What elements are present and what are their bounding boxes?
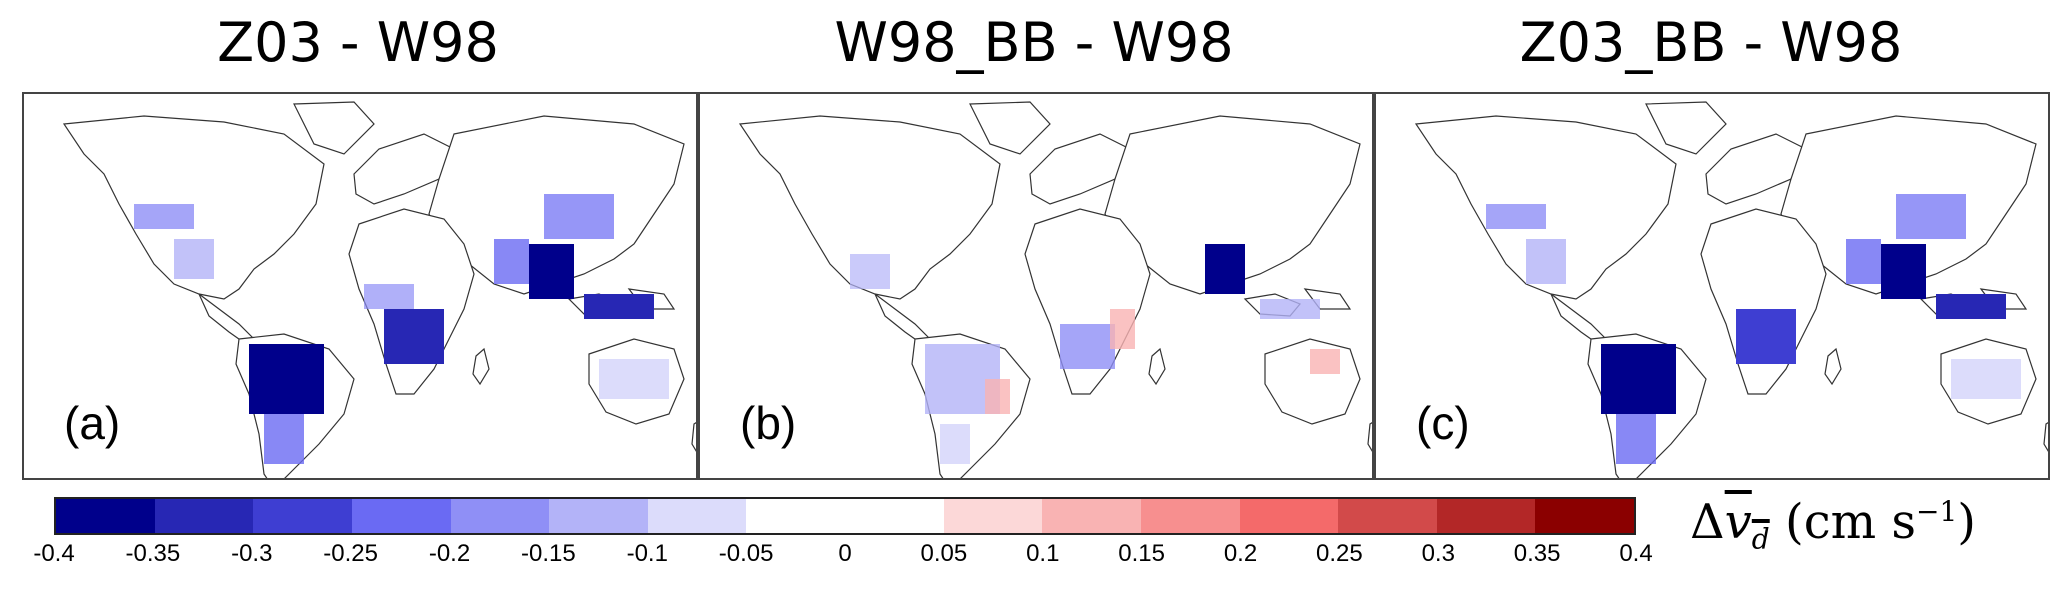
- map-c-svg: [1415, 101, 2048, 478]
- australia-anomaly-c: [1951, 359, 2021, 399]
- colorbar-tick-label: -0.3: [231, 540, 273, 567]
- us-anomaly-a: [134, 204, 194, 229]
- south-america-south-a: [264, 414, 304, 464]
- central-africa-anomaly-b: [1060, 324, 1115, 369]
- africa-red-b: [1110, 309, 1135, 349]
- colorbar-segment: [1436, 499, 1536, 533]
- colorbar-tick-label: -0.35: [125, 540, 181, 567]
- amazon-anomaly-a: [249, 344, 324, 414]
- south-america-south-b: [940, 424, 970, 464]
- panel-b-label: (b): [740, 397, 797, 449]
- colorbar-segment: [1338, 499, 1437, 533]
- colorbar-tick-label: 0.05: [920, 540, 968, 567]
- colorbar: [54, 497, 1636, 535]
- colorbar-tick-label: 0.2: [1223, 540, 1258, 567]
- colorbar-segment: [647, 499, 747, 533]
- panel-a-label: (a): [64, 397, 121, 449]
- panel-b-title: W98_BB - W98: [834, 11, 1234, 74]
- colorbar-tick-label: -0.05: [718, 540, 774, 567]
- colorbar-tick-label: 0.3: [1421, 540, 1455, 567]
- china-anomaly-c: [1896, 194, 1966, 239]
- colorbar-segment: [1239, 499, 1339, 533]
- mexico-anomaly-b: [850, 254, 890, 289]
- panel-c-label: (c): [1416, 397, 1470, 449]
- panel-c-title: Z03_BB - W98: [1519, 11, 1903, 74]
- australia-anomaly-a: [599, 359, 669, 399]
- colorbar-segment: [351, 499, 451, 533]
- indonesia-anomaly-b: [1260, 299, 1320, 319]
- colorbar-tick-label: 0.1: [1026, 540, 1060, 567]
- mexico-anomaly-a: [174, 239, 214, 279]
- colorbar-tick-label: 0.35: [1513, 540, 1561, 567]
- indonesia-anomaly-a: [584, 294, 654, 319]
- map-panel-c: (c): [1374, 92, 2050, 480]
- colorbar-label: Δvd (cm s−1): [1690, 494, 1977, 556]
- us-anomaly-c: [1486, 204, 1546, 229]
- colorbar-tick-label: 0.25: [1316, 540, 1363, 567]
- panel-a-title: Z03 - W98: [217, 11, 499, 74]
- india-anomaly-c: [1846, 239, 1881, 284]
- india-anomaly-a: [494, 239, 529, 284]
- australia-red-b: [1310, 349, 1340, 374]
- colorbar-segment: [154, 499, 254, 533]
- colorbar-tick-label: -0.25: [323, 540, 378, 567]
- colorbar-tick-label: -0.1: [626, 540, 668, 567]
- colorbar-segment: [943, 499, 1043, 533]
- colorbar-segment: [1042, 499, 1141, 533]
- map-b-svg: [739, 101, 1372, 478]
- colorbar-tick-label: -0.15: [521, 540, 576, 567]
- colorbar-segment: [253, 499, 352, 533]
- colorbar-segment: [549, 499, 648, 533]
- colorbar-tick-label: 0.15: [1118, 540, 1165, 567]
- map-a-svg: [63, 101, 696, 478]
- colorbar-ticks: -0.4 -0.35 -0.3 -0.25 -0.2 -0.15 -0.1 -0.05 0 0.0…: [33, 540, 1652, 570]
- colorbar-segment: [450, 499, 550, 533]
- indonesia-anomaly-c: [1936, 294, 2006, 319]
- se-asia-anomaly-c: [1881, 244, 1926, 299]
- colorbar-segment: [845, 499, 944, 533]
- colorbar-tick-label: 0: [838, 540, 852, 567]
- colorbar-tick-label: -0.4: [33, 540, 75, 567]
- map-panel-b: (b): [698, 92, 1374, 480]
- colorbar-segment: [1140, 499, 1240, 533]
- colorbar-tick-label: 0.4: [1619, 540, 1653, 567]
- amazon-anomaly-c: [1601, 344, 1676, 414]
- south-america-south-c: [1616, 414, 1656, 464]
- colorbar-segment: [746, 499, 845, 533]
- central-africa-anomaly-a: [384, 309, 444, 364]
- west-africa-anomaly-a: [364, 284, 414, 309]
- se-asia-anomaly-b: [1205, 244, 1245, 294]
- colorbar-tick-label: -0.2: [428, 540, 471, 567]
- mexico-anomaly-c: [1526, 239, 1566, 284]
- china-anomaly-a: [544, 194, 614, 239]
- colorbar-segment: [1535, 499, 1634, 533]
- colorbar-segment: [56, 499, 155, 533]
- central-africa-anomaly-c: [1736, 309, 1796, 364]
- map-panel-a: (a): [22, 92, 698, 480]
- se-asia-anomaly-a: [529, 244, 574, 299]
- brazil-red-b: [985, 379, 1010, 414]
